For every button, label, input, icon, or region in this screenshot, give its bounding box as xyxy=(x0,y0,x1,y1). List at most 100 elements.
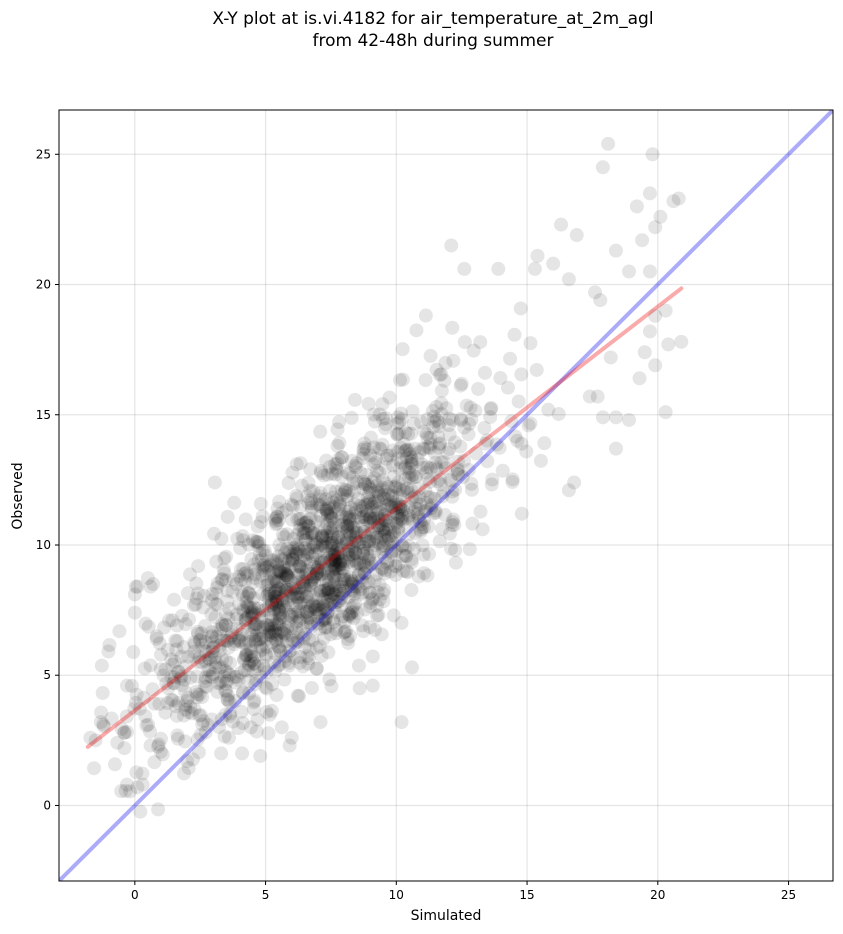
scatter-point xyxy=(318,492,333,507)
scatter-point xyxy=(362,534,377,549)
scatter-point xyxy=(357,477,372,492)
scatter-point xyxy=(331,546,346,561)
scatter-point xyxy=(159,676,174,691)
plot-frame xyxy=(58,109,834,882)
scatter-point xyxy=(451,454,466,469)
scatter-point xyxy=(404,483,419,498)
scatter-point xyxy=(314,648,329,663)
scatter-point xyxy=(328,553,343,568)
scatter-point xyxy=(653,209,668,224)
scatter-point xyxy=(271,600,286,615)
scatter-point xyxy=(289,621,304,636)
scatter-point xyxy=(455,470,470,485)
scatter-point xyxy=(296,526,311,541)
scatter-point xyxy=(353,586,368,601)
scatter-point xyxy=(374,531,389,546)
scatter-point xyxy=(219,653,234,668)
scatter-point xyxy=(420,490,435,505)
scatter-point xyxy=(334,469,349,484)
scatter-point xyxy=(390,416,405,431)
scatter-point xyxy=(388,479,403,494)
scatter-point xyxy=(234,704,249,719)
scatter-point xyxy=(370,502,385,517)
scatter-point xyxy=(346,611,361,626)
scatter-point xyxy=(338,482,353,497)
scatter-point xyxy=(428,503,443,518)
scatter-point xyxy=(363,595,378,610)
scatter-point xyxy=(139,718,154,733)
scatter-point xyxy=(287,540,302,555)
scatter-point xyxy=(351,492,366,507)
scatter-point xyxy=(315,538,330,553)
scatter-point xyxy=(119,777,134,792)
scatter-point xyxy=(269,574,284,589)
scatter-point xyxy=(320,620,335,635)
scatter-point xyxy=(250,519,265,534)
scatter-point xyxy=(258,602,273,617)
scatter-point xyxy=(272,614,287,629)
scatter-point xyxy=(406,504,421,519)
scatter-point xyxy=(367,496,382,511)
scatter-point xyxy=(333,545,348,560)
scatter-point xyxy=(341,547,356,562)
scatter-point xyxy=(423,474,438,489)
scatter-point xyxy=(87,761,102,776)
scatter-point xyxy=(297,598,312,613)
scatter-point xyxy=(312,492,327,507)
scatter-point xyxy=(314,466,329,481)
scatter-point xyxy=(286,590,301,605)
scatter-point xyxy=(225,584,240,599)
scatter-point xyxy=(480,433,495,448)
scatter-point xyxy=(321,583,336,598)
scatter-point xyxy=(310,598,325,613)
scatter-point xyxy=(265,595,280,610)
scatter-point xyxy=(127,587,142,602)
scatter-point xyxy=(236,588,251,603)
scatter-point xyxy=(261,591,276,606)
scatter-point xyxy=(226,572,241,587)
scatter-point xyxy=(299,589,314,604)
scatter-point xyxy=(375,541,390,556)
scatter-point xyxy=(174,649,189,664)
scatter-point xyxy=(248,606,263,621)
scatter-point xyxy=(406,513,421,528)
scatter-point xyxy=(285,628,300,643)
scatter-point xyxy=(341,635,356,650)
scatter-point xyxy=(250,534,265,549)
scatter-point xyxy=(255,603,270,618)
scatter-point xyxy=(318,619,333,634)
scatter-point xyxy=(316,583,331,598)
scatter-point xyxy=(353,465,368,480)
scatter-point xyxy=(326,590,341,605)
scatter-point xyxy=(332,497,347,512)
scatter-point xyxy=(380,510,395,525)
scatter-point xyxy=(375,523,390,538)
scatter-point xyxy=(135,766,150,781)
scatter-point xyxy=(367,511,382,526)
scatter-point xyxy=(328,583,343,598)
scatter-point xyxy=(432,436,447,451)
scatter-point xyxy=(343,526,358,541)
scatter-point xyxy=(244,607,259,622)
scatter-point xyxy=(204,650,219,665)
scatter-point xyxy=(424,501,439,516)
scatter-point xyxy=(359,442,374,457)
scatter-point xyxy=(428,455,443,470)
scatter-point xyxy=(365,474,380,489)
scatter-point xyxy=(601,136,616,151)
scatter-point xyxy=(377,563,392,578)
scatter-point xyxy=(320,593,335,608)
scatter-point xyxy=(411,506,426,521)
scatter-point xyxy=(293,586,308,601)
scatter-point xyxy=(348,530,363,545)
scatter-point xyxy=(267,586,282,601)
scatter-point xyxy=(393,501,408,516)
scatter-point xyxy=(400,510,415,525)
scatter-point xyxy=(275,591,290,606)
scatter-point xyxy=(169,618,184,633)
scatter-point xyxy=(355,510,370,525)
scatter-point xyxy=(285,553,300,568)
scatter-point xyxy=(301,651,316,666)
scatter-point xyxy=(281,561,296,576)
scatter-point xyxy=(114,721,129,736)
